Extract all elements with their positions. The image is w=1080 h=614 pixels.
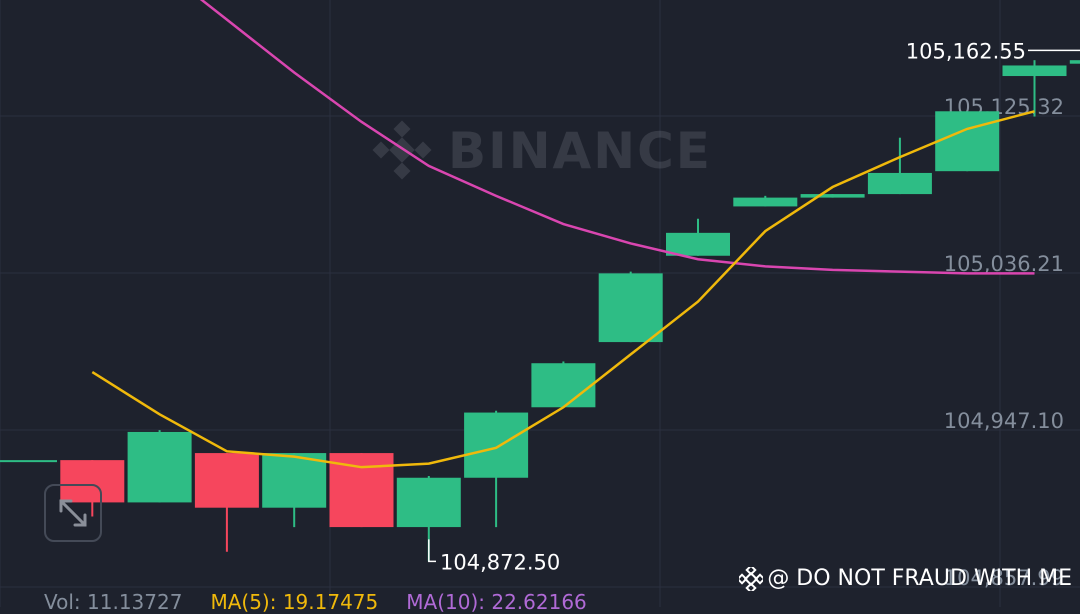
binance-watermark: BINANCE xyxy=(372,120,712,180)
candle-body xyxy=(867,172,932,195)
low-leader-line xyxy=(428,539,436,563)
low-price-label: 104,872.50 xyxy=(440,550,560,574)
expand-button[interactable] xyxy=(44,484,102,542)
ma5-line xyxy=(91,110,1035,469)
candle-body xyxy=(60,460,125,503)
candle-body xyxy=(800,194,865,198)
indicator-bar: Vol: 11.13727 MA(5): 19.17475 MA(10): 22… xyxy=(44,590,587,614)
candle-body xyxy=(0,460,57,463)
high-price-label: 105,162.55 xyxy=(906,39,1026,63)
price-annotations: 105,162.55 104,872.50 xyxy=(428,39,1080,574)
expand-arrows-icon xyxy=(59,499,87,527)
price-tick-label: 104,947.10 xyxy=(944,409,1064,433)
moving-averages xyxy=(91,0,1035,469)
candle-body xyxy=(1002,65,1067,77)
candle-body xyxy=(1069,60,1080,64)
candle-body xyxy=(531,363,596,408)
price-tick-label: 105,036.21 xyxy=(944,252,1064,276)
candle-body xyxy=(194,453,259,508)
binance-logo-icon xyxy=(739,566,764,591)
credit-text: @ DO NOT FRAUD WITH ME xyxy=(767,566,1072,591)
candle-body xyxy=(733,197,798,207)
high-leader-line xyxy=(1028,49,1080,52)
candle-body xyxy=(935,111,1000,172)
candle-body xyxy=(396,477,461,528)
ma10-line xyxy=(199,0,1035,275)
candle-body xyxy=(598,273,663,343)
candle-body xyxy=(464,412,529,478)
candle-body xyxy=(127,431,192,503)
credit-watermark: @ DO NOT FRAUD WITH ME xyxy=(739,566,1072,591)
watermark-text: BINANCE xyxy=(448,122,712,180)
price-tick-label: 104,857.99 xyxy=(944,566,1064,590)
candle-body xyxy=(262,453,327,508)
ma5-label: MA(5): 19.17475 xyxy=(210,590,379,614)
candle-body xyxy=(666,232,730,256)
ma10-label: MA(10): 22.62166 xyxy=(406,590,587,614)
vol-label: Vol: 11.13727 xyxy=(44,590,183,614)
candles xyxy=(0,60,1080,562)
